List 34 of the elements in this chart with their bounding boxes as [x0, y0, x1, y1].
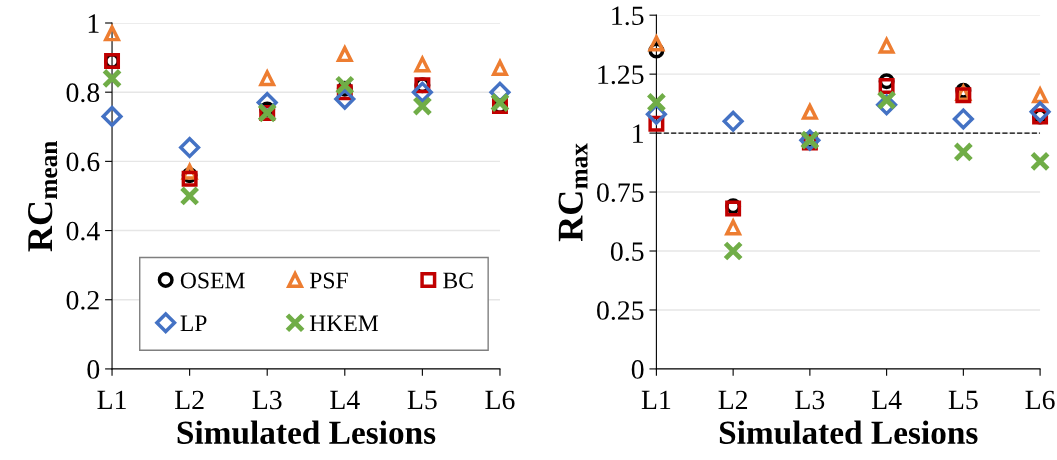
x-tick-label: L2 — [175, 390, 204, 410]
y-tick-label: 0.25 — [597, 301, 644, 320]
y-tick-label: 0.75 — [597, 183, 644, 203]
x-tick-label: L3 — [252, 390, 282, 410]
y-tick-label: 0.8 — [66, 83, 100, 103]
y-tick-label: 1 — [633, 124, 643, 143]
legend-label: LP — [180, 315, 207, 331]
x-tick-label: L3 — [795, 390, 825, 410]
x-tick-label: L2 — [718, 390, 748, 410]
x-tick-label: L6 — [485, 390, 515, 410]
x-tick-label: L5 — [948, 390, 978, 410]
legend-label: PSF — [309, 272, 348, 289]
legend-label: HKEM — [309, 315, 379, 331]
legend-label: BC — [443, 272, 473, 289]
y-tick-label: 1 — [88, 14, 99, 33]
x-tick-label: L1 — [641, 390, 671, 410]
x-tick-label: L5 — [407, 390, 437, 410]
y-tick-label: 1.5 — [612, 6, 644, 26]
y-tick-label: 0 — [87, 360, 100, 379]
x-tick-label: L6 — [1025, 390, 1055, 410]
legend-label: OSEM — [180, 272, 245, 289]
y-axis-title: RC$_{max}$ — [558, 143, 588, 242]
x-tick-label: L4 — [330, 390, 360, 410]
y-tick-label: 0 — [631, 360, 644, 379]
y-tick-label: 0.6 — [66, 152, 100, 172]
y-tick-label: 0.5 — [610, 242, 644, 262]
y-tick-label: 0.4 — [66, 221, 100, 241]
x-tick-label: L4 — [871, 390, 902, 410]
y-axis-title: RC$_{mean}$ — [28, 141, 58, 252]
x-axis-title: Simulated Lesions — [177, 420, 436, 445]
y-tick-label: 1.25 — [598, 65, 644, 85]
y-tick-label: 0.2 — [66, 290, 99, 310]
x-axis-title: Simulated Lesions — [719, 420, 978, 445]
x-tick-label: L1 — [97, 390, 126, 410]
